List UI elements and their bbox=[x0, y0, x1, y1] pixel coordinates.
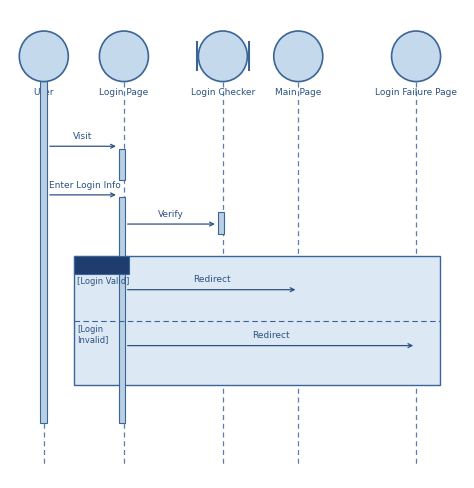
Circle shape bbox=[198, 32, 247, 82]
Text: Alternative: Alternative bbox=[75, 261, 128, 270]
Text: Enter Login Info: Enter Login Info bbox=[49, 180, 121, 189]
Text: Verify: Verify bbox=[158, 209, 184, 218]
Bar bbox=[218, 212, 224, 234]
Text: [Login Valid]: [Login Valid] bbox=[77, 276, 129, 285]
Circle shape bbox=[100, 32, 148, 82]
Text: Visit: Visit bbox=[73, 132, 92, 141]
Text: Redirect: Redirect bbox=[252, 330, 289, 340]
Circle shape bbox=[392, 32, 440, 82]
Text: Login Page: Login Page bbox=[99, 88, 148, 97]
Text: [Login
Invalid]: [Login Invalid] bbox=[77, 324, 108, 344]
Circle shape bbox=[274, 32, 323, 82]
Bar bbox=[118, 198, 125, 424]
Bar bbox=[74, 256, 128, 275]
Text: Main Page: Main Page bbox=[275, 88, 321, 97]
Text: Login Failure Page: Login Failure Page bbox=[375, 88, 457, 97]
Circle shape bbox=[19, 32, 68, 82]
Bar bbox=[118, 149, 125, 181]
Text: Login Checker: Login Checker bbox=[191, 88, 255, 97]
Text: User: User bbox=[34, 88, 54, 97]
Bar bbox=[39, 79, 47, 424]
Bar bbox=[74, 256, 439, 385]
Text: Redirect: Redirect bbox=[193, 275, 230, 284]
